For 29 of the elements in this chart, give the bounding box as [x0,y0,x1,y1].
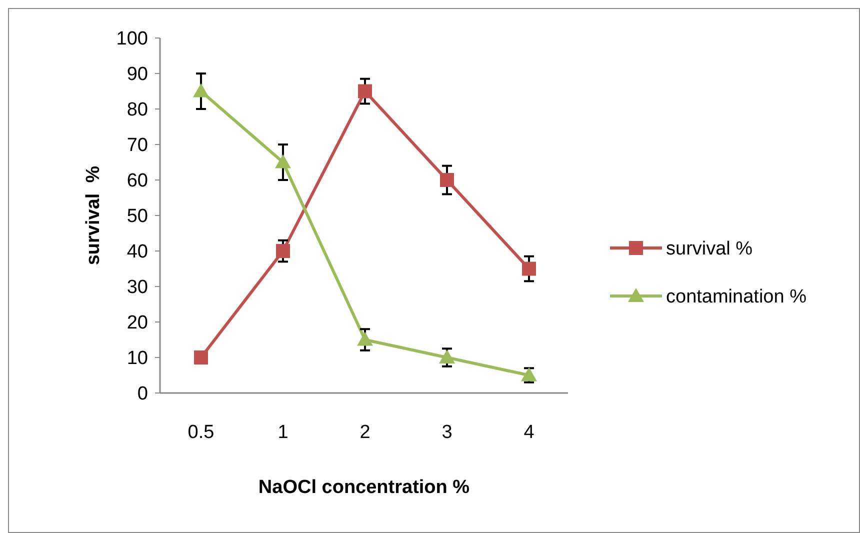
point [522,262,536,276]
point [357,332,373,346]
y-tick-label: 70 [126,135,148,156]
y-tick-label: 60 [126,170,148,192]
y-axis-title: survival % [83,166,104,266]
y-tick-label: 10 [126,348,148,370]
y-tick-label: 80 [126,100,148,121]
y-tick-label: 90 [126,64,148,86]
x-tick-label: 2 [360,422,370,443]
legend-label: survival % [666,238,753,260]
point [440,173,454,187]
y-tick-label: 100 [116,28,148,50]
y-tick-label: 20 [126,312,148,334]
point [358,84,372,98]
y-tick-label: 30 [126,277,148,298]
y-tick-label: 40 [126,242,148,263]
x-tick-label: 4 [524,422,535,443]
point [275,154,291,168]
x-tick-label: 1 [278,422,288,443]
y-tick-label: 0 [137,384,148,405]
point [276,244,290,258]
point [439,350,455,364]
x-axis-title: NaOCl concentration % [258,477,470,498]
legend-label: contamination % [666,286,807,308]
point [193,83,209,98]
x-tick-label: 0.5 [188,422,214,443]
point [194,350,208,364]
y-tick-label: 50 [126,206,148,228]
x-tick-label: 3 [442,422,452,443]
